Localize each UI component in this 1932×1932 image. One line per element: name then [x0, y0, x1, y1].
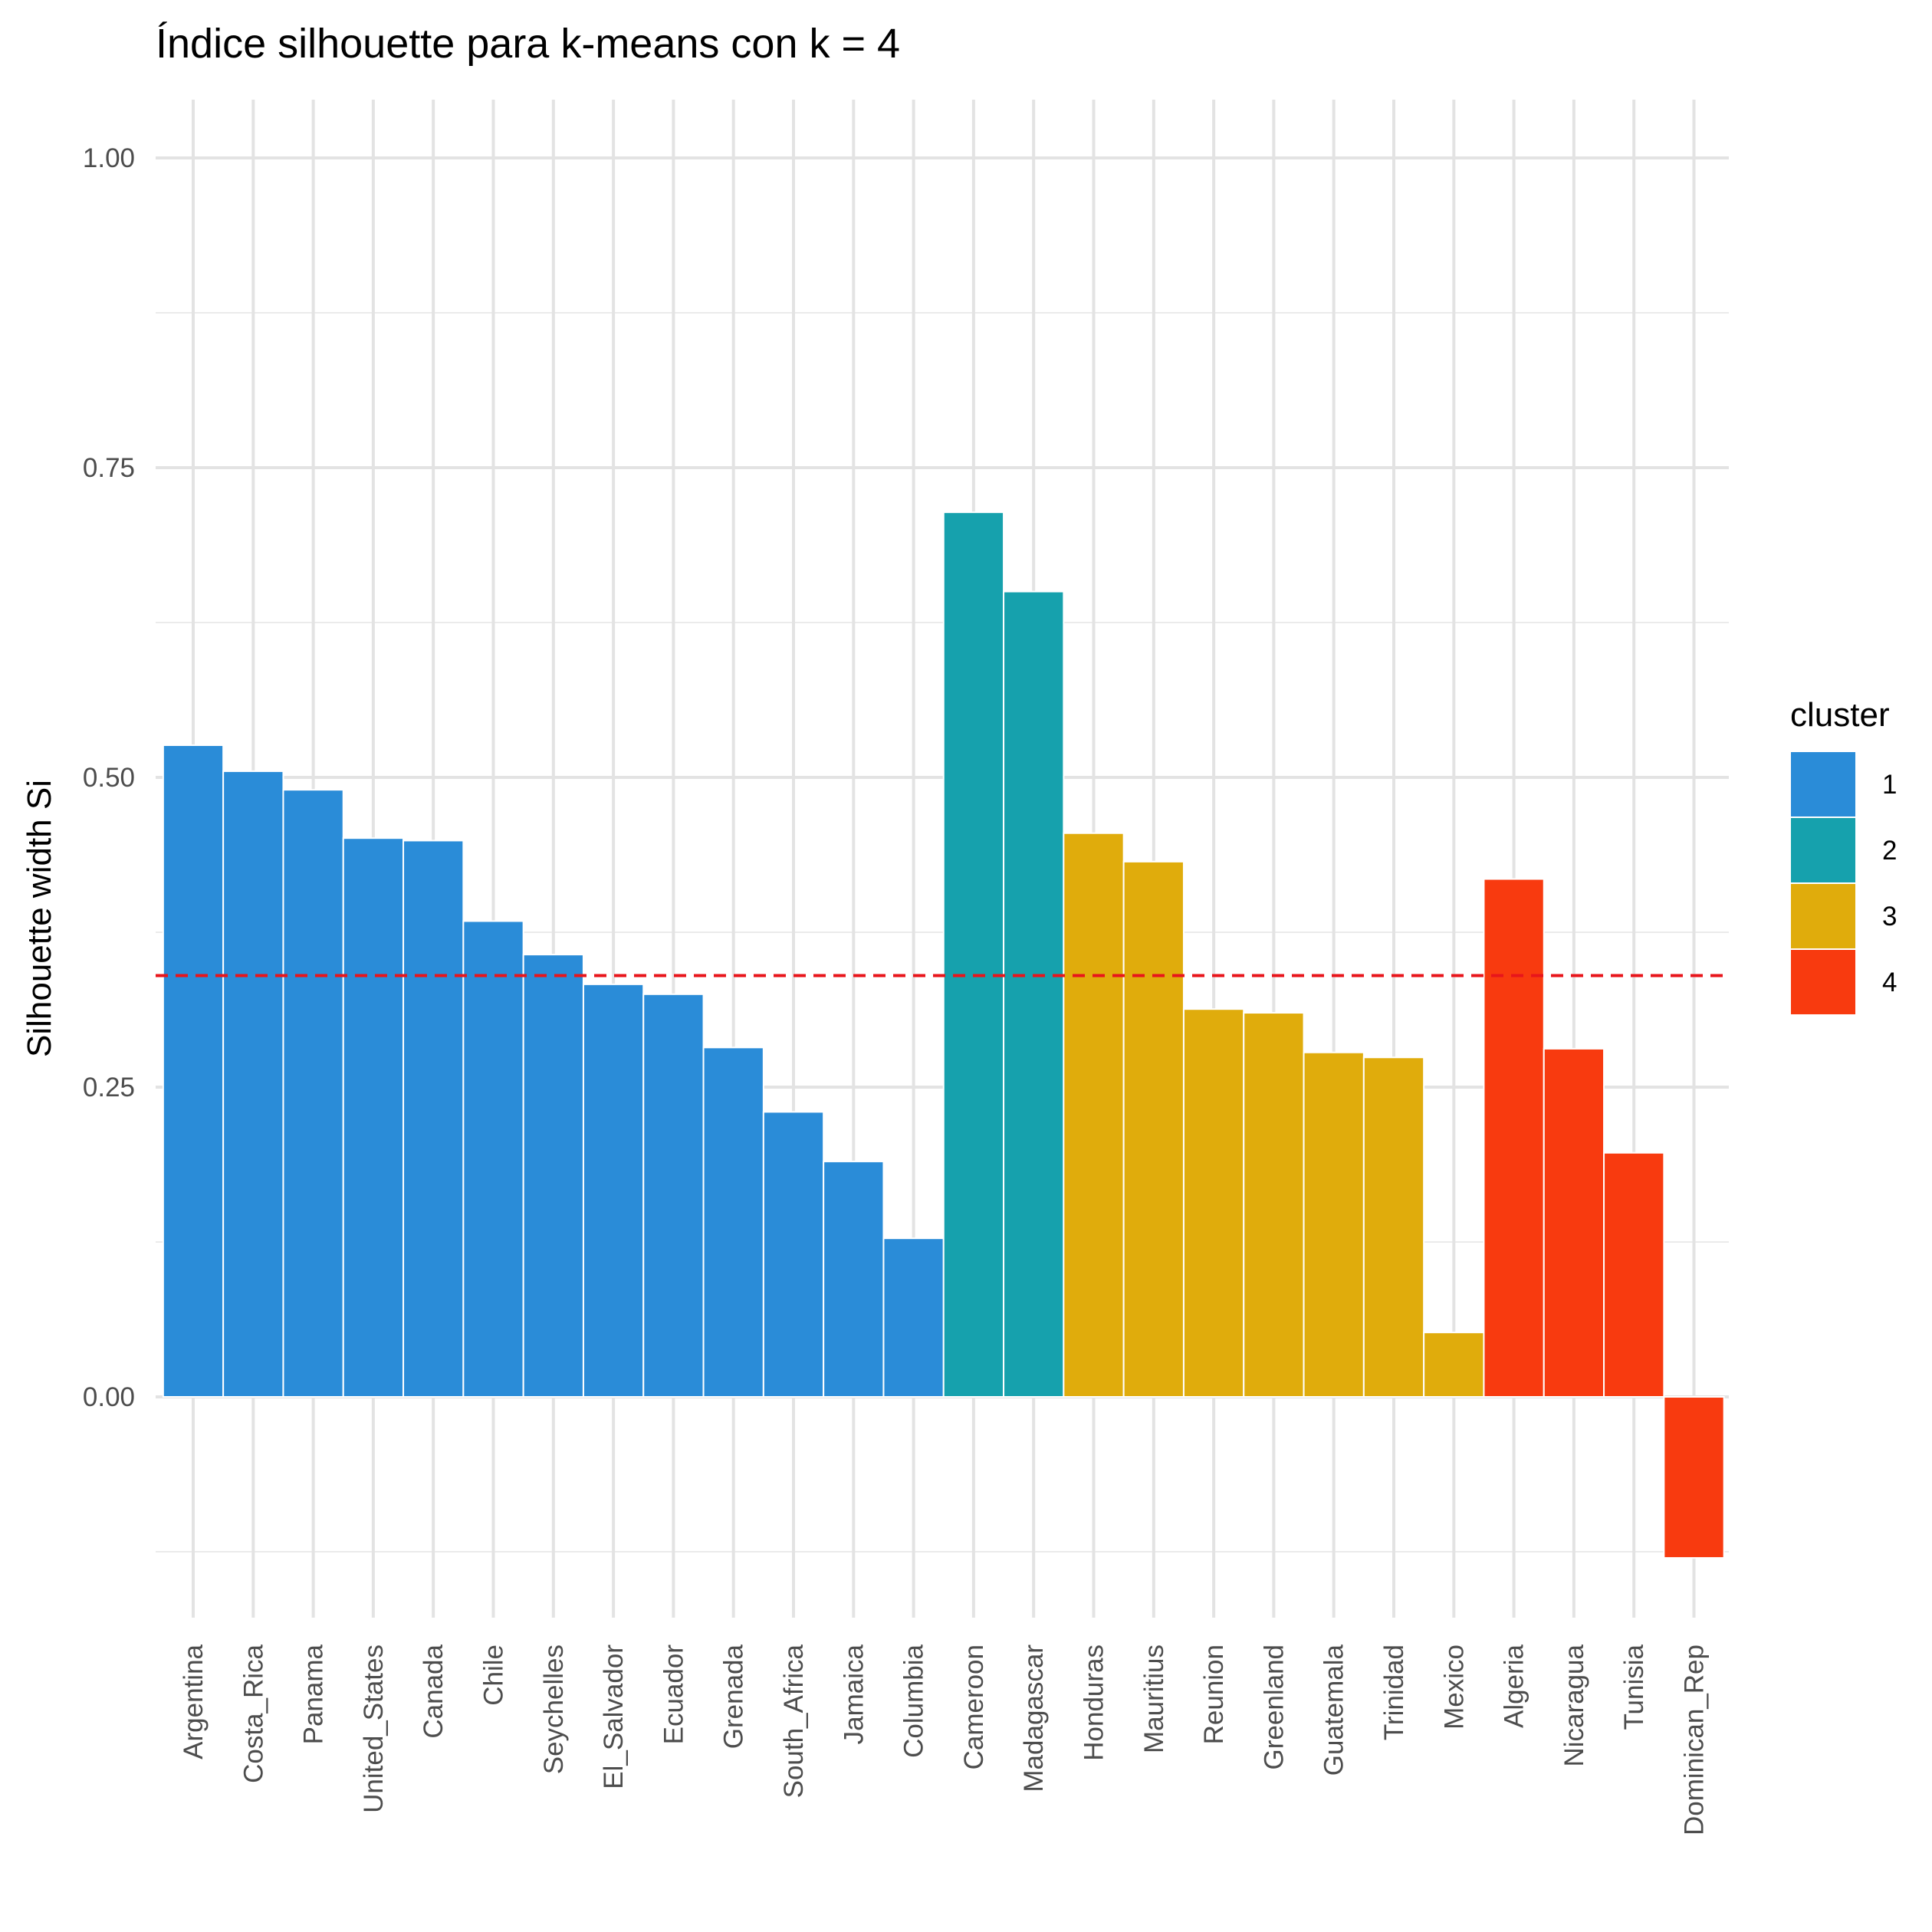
bar-united-states — [342, 837, 405, 1398]
bar-tunisia — [1603, 1152, 1665, 1398]
x-tick-label: Tunisia — [1619, 1644, 1649, 1730]
x-tick-label: Algeria — [1500, 1644, 1530, 1727]
x-tick-label: Greenland — [1259, 1644, 1289, 1769]
bar-nicaragua — [1543, 1047, 1605, 1398]
x-tick-label: Cameroon — [959, 1644, 989, 1769]
bar-trinidad — [1362, 1056, 1425, 1398]
legend-key-3 — [1789, 882, 1857, 950]
legend-label-3: 3 — [1882, 902, 1897, 932]
x-tick-label: Nicaragua — [1559, 1644, 1589, 1766]
y-tick-label: 0.75 — [83, 453, 135, 483]
bar-panama — [282, 789, 344, 1398]
bar-costa-rica — [222, 770, 284, 1398]
y-tick-label: 1.00 — [83, 143, 135, 173]
legend-title: cluster — [1790, 696, 1890, 734]
bar-dominican-rep — [1663, 1396, 1725, 1559]
legend-label-4: 4 — [1882, 968, 1897, 997]
x-tick-label: Ecuador — [659, 1644, 688, 1745]
x-tick-label: Grenada — [719, 1644, 749, 1749]
x-tick-label: Argentina — [179, 1644, 209, 1759]
bars — [162, 511, 1725, 1559]
bar-columbia — [882, 1237, 945, 1398]
bar-reunion — [1182, 1008, 1245, 1398]
x-axis-tick-labels: Argentina Costa_Rica Panama United_States Ca… — [179, 1644, 1710, 1835]
y-axis-title: Silhouette width Si — [21, 780, 58, 1057]
x-tick-label: Columbia — [899, 1644, 929, 1757]
bar-south-africa — [762, 1111, 825, 1398]
x-tick-label: United_States — [359, 1644, 389, 1813]
legend-label-2: 2 — [1882, 836, 1897, 866]
x-tick-label: South_Africa — [779, 1644, 809, 1798]
x-tick-label: Mexico — [1439, 1644, 1469, 1730]
bar-chile — [462, 920, 524, 1398]
x-tick-label: Chile — [479, 1644, 509, 1706]
legend-items: 1 2 3 4 — [1789, 751, 1897, 1016]
bar-honduras — [1063, 832, 1125, 1398]
legend-label-1: 1 — [1882, 770, 1897, 800]
x-tick-label: El_Salvador — [599, 1644, 629, 1789]
bar-mexico — [1423, 1331, 1485, 1398]
x-tick-label: Madagascar — [1019, 1644, 1049, 1792]
bar-grenada — [702, 1046, 764, 1398]
bar-seychelles — [522, 954, 584, 1398]
bar-canada — [402, 840, 465, 1398]
bar-ecuador — [642, 993, 705, 1398]
x-tick-label: Canada — [419, 1644, 449, 1738]
y-tick-label: 0.50 — [83, 763, 135, 793]
x-tick-label: Costa_Rica — [238, 1644, 268, 1783]
x-tick-label: Dominican_Rep — [1680, 1644, 1710, 1835]
x-tick-label: Panama — [299, 1644, 329, 1744]
chart-title: Índice silhouette para k-means con k = 4 — [156, 21, 900, 67]
x-tick-label: Honduras — [1079, 1644, 1109, 1761]
y-tick-label: 0.00 — [83, 1382, 135, 1412]
legend-key-1 — [1789, 751, 1857, 818]
bar-greenland — [1243, 1012, 1305, 1398]
x-tick-label: Seychelles — [539, 1644, 569, 1774]
bar-jamaica — [823, 1160, 885, 1398]
bar-el-salvador — [582, 983, 645, 1398]
bar-algeria — [1483, 878, 1545, 1398]
bar-cameroon — [942, 511, 1005, 1398]
y-tick-label: 0.25 — [83, 1073, 135, 1102]
x-tick-label: Jamaica — [839, 1644, 869, 1744]
legend-key-4 — [1789, 948, 1857, 1016]
x-tick-label: Reunion — [1199, 1644, 1229, 1744]
x-tick-label: Trinidad — [1379, 1644, 1409, 1740]
y-axis-tick-labels: 0.00 0.25 0.50 0.75 1.00 — [83, 143, 135, 1412]
bar-madagascar — [1003, 590, 1065, 1398]
x-tick-label: Guatemala — [1319, 1644, 1349, 1776]
bar-argentina — [162, 744, 225, 1398]
bar-mauritius — [1122, 860, 1184, 1398]
legend: cluster 1 2 3 4 — [1789, 696, 1897, 1016]
bar-guatemala — [1303, 1051, 1365, 1398]
legend-key-2 — [1789, 816, 1857, 884]
x-tick-label: Mauritius — [1139, 1644, 1169, 1753]
